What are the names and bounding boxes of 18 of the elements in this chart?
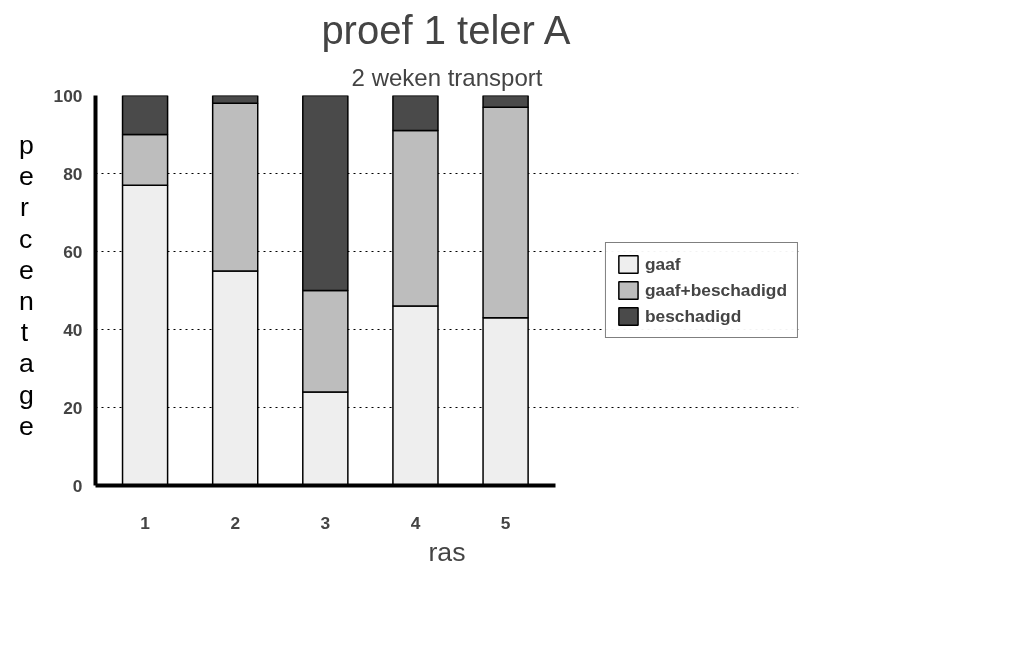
x-tick-label: 1 xyxy=(140,512,151,533)
y-tick-label: 100 xyxy=(53,85,83,106)
legend-label: gaaf+beschadigd xyxy=(644,279,787,301)
x-tick-label: 4 xyxy=(410,512,421,533)
y-tick-label: 40 xyxy=(63,319,83,340)
y-tick-label: 20 xyxy=(63,397,83,418)
x-tick-label: 3 xyxy=(320,512,331,533)
text: percentage xyxy=(19,130,34,441)
y-tick-label: 60 xyxy=(63,241,83,262)
chart-subtitle: 2 weken transport xyxy=(351,63,543,91)
chart-title: proef 1 teler A xyxy=(321,7,571,52)
y-tick-label: 80 xyxy=(63,163,83,184)
x-tick-label: 5 xyxy=(500,512,511,533)
legend-label: gaaf xyxy=(644,253,681,275)
legend-label: beschadigd xyxy=(644,305,742,327)
y-tick-label: 0 xyxy=(72,475,83,496)
x-tick-label: 2 xyxy=(230,512,241,533)
x-axis-title: ras xyxy=(428,536,466,567)
